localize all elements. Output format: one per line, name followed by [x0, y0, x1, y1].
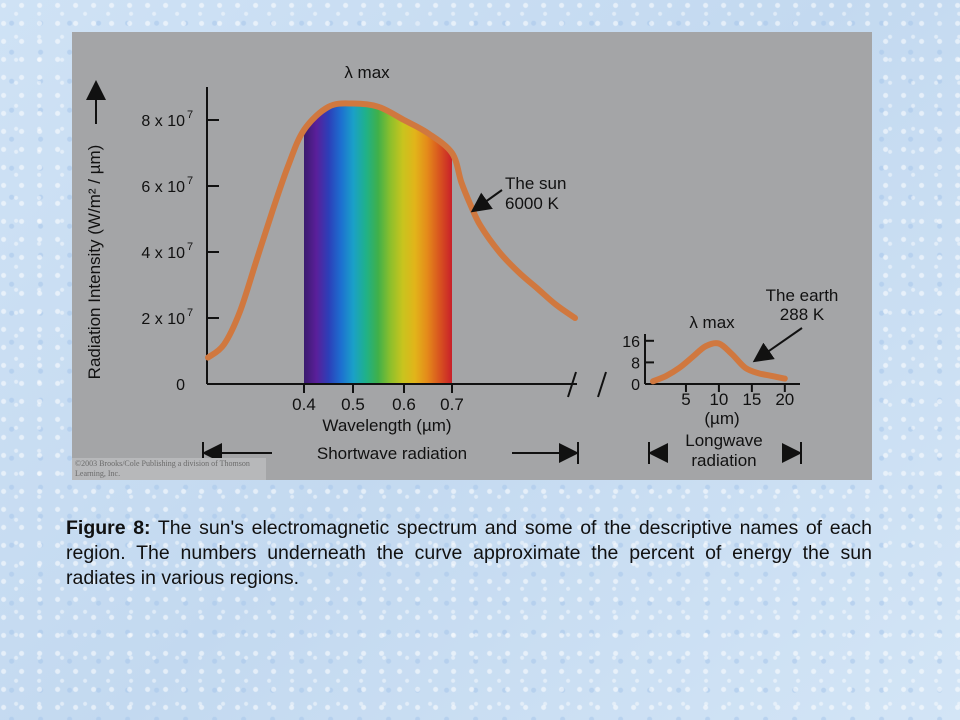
sun-y-tick-exponent: 7	[187, 241, 193, 253]
caption-label: Figure 8:	[66, 517, 151, 539]
sun-y-tick-exponent: 7	[187, 109, 193, 121]
longwave-label-line1: Longwave	[685, 431, 763, 450]
earth-peak-label: λ max	[689, 313, 735, 332]
earth-curve	[650, 340, 788, 385]
sun-y-tick-exponent: 7	[187, 307, 193, 319]
caption-text: The sun's electromagnetic spectrum and s…	[66, 517, 873, 589]
sun-annotation-line1: The sun	[505, 174, 566, 193]
radiation-chart: 02 x 10 74 x 10 76 x 10 78 x 10 7 0.4 0.5 0.6 0…	[85, 63, 839, 470]
axis-break-mark-2	[597, 371, 607, 398]
sun-annotation-arrow	[470, 189, 503, 213]
earth-x-tick-label: 5	[681, 390, 690, 409]
axis-break-mark-1	[567, 371, 577, 398]
copyright-notice: ©2003 Brooks/Cole Publishing a division …	[72, 458, 266, 480]
sun-y-tick-label: 4 x 10	[141, 245, 185, 262]
earth-y-tick-label: 16	[622, 334, 640, 351]
sun-peak-label: λ max	[344, 63, 390, 82]
earth-x-tick-label: 20	[775, 390, 794, 409]
sun-y-tick-label: 6 x 10	[141, 179, 185, 196]
earth-y-tick-label: 0	[631, 377, 640, 394]
sun-x-tick-label: 0.7	[440, 395, 464, 414]
earth-y-tick-label: 8	[631, 355, 640, 372]
earth-annotation-line1: The earth	[766, 286, 839, 305]
sun-x-tick-label: 0.6	[392, 395, 416, 414]
earth-x-tick-label: 10	[709, 390, 728, 409]
earth-annotation-arrow	[752, 327, 803, 363]
sun-x-axis-label: Wavelength (µm)	[322, 416, 451, 435]
longwave-label-line2: radiation	[691, 451, 756, 470]
shortwave-label: Shortwave radiation	[317, 444, 467, 463]
sun-annotation-line2: 6000 K	[505, 194, 560, 213]
sun-curve	[205, 100, 578, 361]
earth-annotation-line2: 288 K	[780, 305, 825, 324]
figure-caption: Figure 8: The sun's electromagnetic spec…	[66, 516, 872, 591]
sun-y-tick-label: 0	[176, 377, 185, 394]
sun-y-tick-exponent: 7	[187, 175, 193, 187]
sun-x-tick-label: 0.5	[341, 395, 365, 414]
y-axis-label: Radiation Intensity (W/m² / µm)	[85, 145, 104, 380]
sun-y-tick-label: 8 x 10	[141, 113, 185, 130]
earth-x-axis-label: (µm)	[704, 409, 739, 428]
visible-spectrum-band	[304, 103, 452, 384]
sun-x-tick-label: 0.4	[292, 395, 316, 414]
earth-x-tick-label: 15	[742, 390, 761, 409]
sun-y-tick-label: 2 x 10	[141, 311, 185, 328]
